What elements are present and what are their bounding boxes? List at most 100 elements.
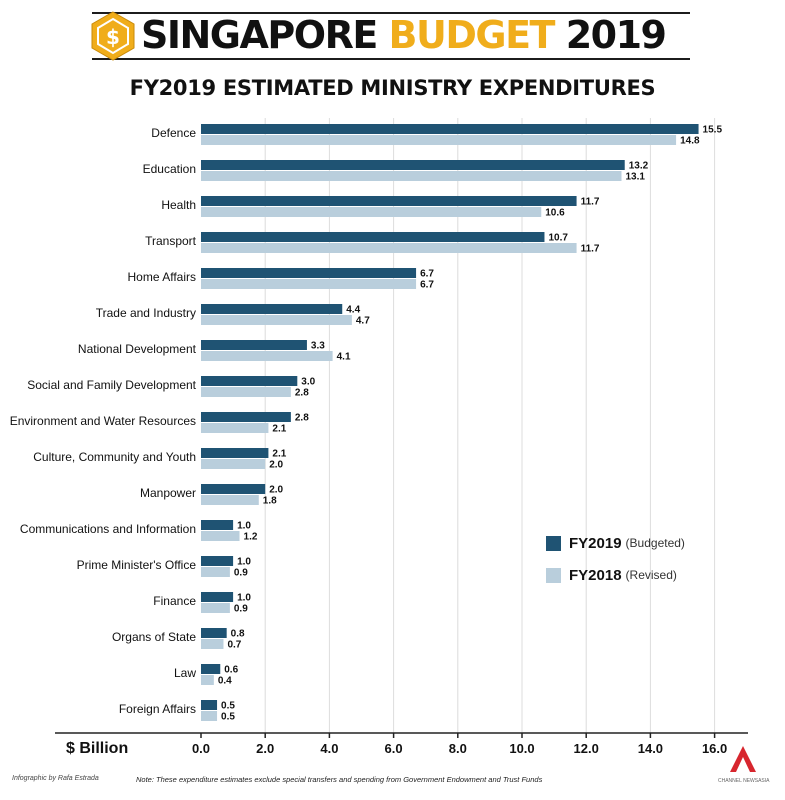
value-label-fy2018-finance: 0.9 <box>234 604 248 615</box>
legend-label-fy2018: FY2018 <box>569 566 622 584</box>
bar-fy2018-prime-minister-s-office <box>201 567 230 577</box>
category-label-manpower: Manpower <box>140 486 196 500</box>
bar-fy2019-health <box>201 196 577 206</box>
bar-fy2019-defence <box>201 124 699 134</box>
bar-fy2019-home-affairs <box>201 268 417 278</box>
value-label-fy2018-culture-community-and-youth: 2.0 <box>269 460 283 471</box>
bar-fy2018-national-development <box>201 351 333 361</box>
x-tick-label-1: 2.0 <box>256 741 274 756</box>
category-label-prime-minister-s-office: Prime Minister's Office <box>77 558 197 572</box>
value-label-fy2018-manpower: 1.8 <box>263 496 277 507</box>
bar-fy2019-manpower <box>201 484 266 494</box>
category-label-foreign-affairs: Foreign Affairs <box>119 702 196 716</box>
bar-fy2018-trade-and-industry <box>201 315 352 325</box>
legend-item-fy2018: FY2018 (Revised) <box>546 564 685 586</box>
category-label-defence: Defence <box>151 126 196 140</box>
category-label-education: Education <box>143 162 196 176</box>
bar-fy2018-social-and-family-development <box>201 387 291 397</box>
value-label-fy2019-environment-and-water-resources: 2.8 <box>295 413 309 424</box>
category-label-environment-and-water-resources: Environment and Water Resources <box>10 414 196 428</box>
bar-fy2019-law <box>201 664 221 674</box>
value-label-fy2018-foreign-affairs: 0.5 <box>221 712 235 723</box>
bar-fy2018-home-affairs <box>201 279 417 289</box>
value-label-fy2018-trade-and-industry: 4.7 <box>356 316 370 327</box>
bar-fy2019-finance <box>201 592 234 602</box>
value-label-fy2019-education: 13.2 <box>629 161 649 172</box>
bar-fy2019-foreign-affairs <box>201 700 218 710</box>
value-label-fy2018-education: 13.1 <box>626 172 646 183</box>
bar-fy2019-education <box>201 160 625 170</box>
bar-fy2018-transport <box>201 243 577 253</box>
x-tick-label-4: 8.0 <box>449 741 467 756</box>
bar-fy2018-education <box>201 171 622 181</box>
bar-fy2019-culture-community-and-youth <box>201 448 269 458</box>
value-label-fy2019-foreign-affairs: 0.5 <box>221 701 235 712</box>
legend-note-fy2018: (Revised) <box>625 568 677 582</box>
bar-fy2019-national-development <box>201 340 307 350</box>
value-label-fy2019-home-affairs: 6.7 <box>420 269 434 280</box>
value-label-fy2019-organs-of-state: 0.8 <box>231 629 245 640</box>
value-label-fy2019-culture-community-and-youth: 2.1 <box>272 449 286 460</box>
value-label-fy2018-law: 0.4 <box>218 676 232 687</box>
legend-swatch-fy2019 <box>546 535 561 551</box>
value-label-fy2018-social-and-family-development: 2.8 <box>295 388 309 399</box>
dollar-hexagon-icon: $ <box>91 11 135 61</box>
legend-swatch-fy2018 <box>546 567 561 583</box>
x-tick-label-8: 16.0 <box>702 741 727 756</box>
broadcaster-logo-icon <box>730 746 756 772</box>
banner-title: SINGAPORE BUDGET 2019 <box>141 12 667 58</box>
value-label-fy2018-home-affairs: 6.7 <box>420 280 434 291</box>
value-label-fy2019-health: 11.7 <box>581 197 600 208</box>
value-label-fy2018-prime-minister-s-office: 0.9 <box>234 568 248 579</box>
x-axis-label: $ Billion <box>66 740 128 757</box>
category-label-transport: Transport <box>145 234 197 248</box>
legend-label-fy2019: FY2019 <box>569 534 622 552</box>
category-label-organs-of-state: Organs of State <box>112 630 196 644</box>
category-label-trade-and-industry: Trade and Industry <box>96 306 196 320</box>
x-tick-label-2: 4.0 <box>320 741 338 756</box>
bar-fy2018-law <box>201 675 214 685</box>
value-label-fy2018-organs-of-state: 0.7 <box>227 640 241 651</box>
bar-fy2018-foreign-affairs <box>201 711 218 721</box>
value-label-fy2019-national-development: 3.3 <box>311 341 325 352</box>
bar-fy2018-health <box>201 207 542 217</box>
dollar-glyph: $ <box>106 25 120 49</box>
value-label-fy2018-health: 10.6 <box>545 208 565 219</box>
banner-bottom-rule <box>92 58 690 60</box>
value-label-fy2018-national-development: 4.1 <box>337 352 351 363</box>
bar-fy2019-trade-and-industry <box>201 304 343 314</box>
legend-item-fy2019: FY2019 (Budgeted) <box>546 532 685 554</box>
value-label-fy2018-environment-and-water-resources: 2.1 <box>272 424 286 435</box>
value-label-fy2019-trade-and-industry: 4.4 <box>346 305 360 316</box>
category-label-social-and-family-development: Social and Family Development <box>27 378 196 392</box>
category-label-health: Health <box>161 198 196 212</box>
value-label-fy2018-transport: 11.7 <box>581 244 600 255</box>
value-label-fy2018-communications-and-information: 1.2 <box>244 532 258 543</box>
bar-fy2018-manpower <box>201 495 259 505</box>
footer-credit: Infographic by Rafa Estrada <box>12 775 99 782</box>
value-label-fy2019-social-and-family-development: 3.0 <box>301 377 315 388</box>
category-label-home-affairs: Home Affairs <box>128 270 196 284</box>
banner-title-word-2: BUDGET <box>388 13 556 57</box>
x-tick-label-7: 14.0 <box>638 741 663 756</box>
bar-fy2019-transport <box>201 232 545 242</box>
value-label-fy2019-law: 0.6 <box>224 665 238 676</box>
value-label-fy2018-defence: 14.8 <box>680 136 700 147</box>
bar-fy2018-defence <box>201 135 677 145</box>
legend: FY2019 (Budgeted) FY2018 (Revised) <box>546 532 685 596</box>
footer-note: Note: These expenditure estimates exclud… <box>136 775 543 784</box>
chart-title: FY2019 ESTIMATED MINISTRY EXPENDITURES <box>129 76 656 100</box>
bar-fy2019-prime-minister-s-office <box>201 556 234 566</box>
value-label-fy2019-finance: 1.0 <box>237 593 251 604</box>
value-label-fy2019-manpower: 2.0 <box>269 485 283 496</box>
category-label-law: Law <box>174 666 196 680</box>
x-tick-label-0: 0.0 <box>192 741 210 756</box>
legend-note-fy2019: (Budgeted) <box>625 536 685 550</box>
logo-text: CHANNEL NEWSASIA <box>718 778 770 784</box>
x-tick-label-5: 10.0 <box>509 741 534 756</box>
value-label-fy2019-prime-minister-s-office: 1.0 <box>237 557 251 568</box>
banner-title-word-3: 2019 <box>565 13 667 57</box>
banner-title-word-1: SINGAPORE <box>141 13 378 57</box>
